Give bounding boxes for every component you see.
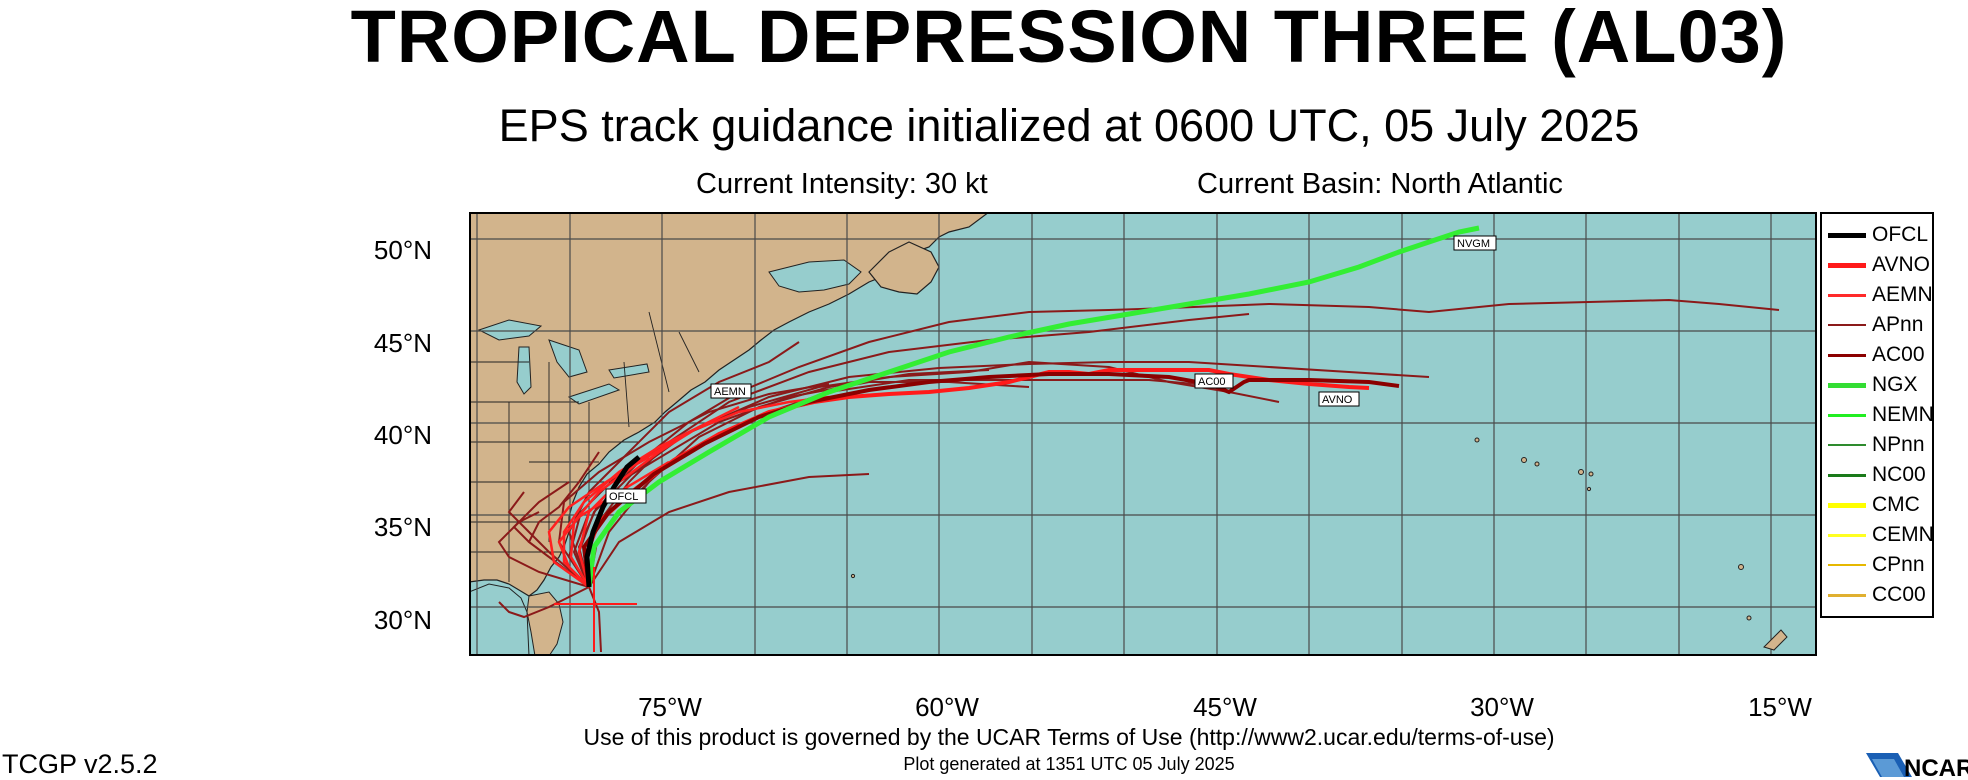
legend-swatch bbox=[1828, 262, 1866, 268]
lake-huron bbox=[548, 339, 588, 378]
lake-ontario bbox=[608, 363, 650, 379]
legend-label: AEMN bbox=[1872, 283, 1933, 306]
legend-label: AVNO bbox=[1872, 253, 1930, 276]
track-map: NVGM AC00 AVNO AEMN OFCL bbox=[469, 212, 1817, 656]
lon-label-75w: 75°W bbox=[638, 692, 702, 722]
legend-swatch bbox=[1828, 593, 1866, 597]
legend-item: NC00 bbox=[1828, 462, 1926, 488]
legend-swatch bbox=[1828, 564, 1866, 566]
legend-item: OFCL bbox=[1828, 222, 1928, 248]
legend-label: NGX bbox=[1872, 373, 1918, 396]
legend-item: CC00 bbox=[1828, 582, 1926, 608]
svg-text:NCAR: NCAR bbox=[1904, 755, 1968, 780]
svg-text:OFCL: OFCL bbox=[609, 491, 638, 503]
map-subtitle: EPS track guidance initialized at 0600 U… bbox=[498, 100, 1640, 151]
legend-swatch bbox=[1828, 444, 1866, 446]
lon-label-60w: 60°W bbox=[915, 692, 979, 722]
legend-label: CMC bbox=[1872, 493, 1920, 516]
gulf-of-mexico bbox=[469, 583, 530, 656]
legend-swatch bbox=[1828, 324, 1866, 326]
track-label-aemn: AEMN bbox=[710, 383, 752, 399]
track-label-ac00: AC00 bbox=[1194, 373, 1234, 389]
ncar-logo: NCAR bbox=[1866, 753, 1968, 780]
svg-text:NVGM: NVGM bbox=[1457, 238, 1490, 250]
track-label-ofcl: OFCL bbox=[605, 488, 647, 504]
lat-label-35n: 35°N bbox=[373, 512, 432, 542]
legend-item: NEMN bbox=[1828, 402, 1934, 428]
legend-swatch bbox=[1828, 232, 1866, 238]
legend-label: NPnn bbox=[1872, 433, 1925, 456]
legend-label: CEMN bbox=[1872, 523, 1934, 546]
state-boundaries bbox=[469, 311, 700, 582]
svg-text:AEMN: AEMN bbox=[714, 386, 746, 398]
terms-of-use: Use of this product is governed by the U… bbox=[583, 724, 1555, 750]
plot-generated-time: Plot generated at 1351 UTC 05 July 2025 bbox=[903, 754, 1235, 774]
svg-text:AC00: AC00 bbox=[1198, 376, 1226, 388]
legend-swatch bbox=[1828, 533, 1866, 537]
legend-item: AEMN bbox=[1828, 282, 1933, 308]
track-label-avno: AVNO bbox=[1318, 391, 1360, 407]
legend: OFCL AVNO AEMN APnn AC00 NGX NEMN NPnn N… bbox=[1820, 212, 1934, 618]
lat-label-40n: 40°N bbox=[373, 420, 432, 450]
lon-label-30w: 30°W bbox=[1470, 692, 1534, 722]
lat-label-30n: 30°N bbox=[373, 605, 432, 635]
legend-label: APnn bbox=[1872, 313, 1924, 336]
legend-swatch bbox=[1828, 502, 1866, 508]
legend-item: APnn bbox=[1828, 312, 1923, 338]
legend-item: AVNO bbox=[1828, 252, 1930, 278]
legend-swatch bbox=[1828, 382, 1866, 388]
current-basin: Current Basin: North Atlantic bbox=[1197, 168, 1563, 200]
ofcl-track bbox=[584, 455, 641, 588]
lon-label-15w: 15°W bbox=[1748, 692, 1812, 722]
ac00-track bbox=[581, 372, 1400, 588]
lake-michigan bbox=[516, 346, 532, 395]
legend-swatch bbox=[1828, 473, 1866, 477]
svg-text:AVNO: AVNO bbox=[1322, 394, 1353, 406]
land-newfoundland bbox=[868, 241, 940, 295]
ngx-track bbox=[586, 225, 1480, 588]
land-florida bbox=[526, 591, 564, 656]
initial-position-marker bbox=[554, 567, 637, 652]
map-title: TROPICAL DEPRESSION THREE (AL03) bbox=[350, 0, 1788, 78]
current-intensity: Current Intensity: 30 kt bbox=[696, 168, 988, 200]
legend-swatch bbox=[1828, 353, 1866, 357]
lon-label-45w: 45°W bbox=[1193, 692, 1257, 722]
legend-swatch bbox=[1828, 413, 1866, 417]
legend-label: AC00 bbox=[1872, 343, 1925, 366]
islands bbox=[850, 437, 1788, 651]
legend-label: NC00 bbox=[1872, 463, 1926, 486]
legend-item: CEMN bbox=[1828, 522, 1934, 548]
lat-label-45n: 45°N bbox=[373, 328, 432, 358]
gulf-st-lawrence bbox=[768, 259, 862, 293]
legend-item: AC00 bbox=[1828, 342, 1925, 368]
lat-label-50n: 50°N bbox=[373, 235, 432, 265]
legend-label: CPnn bbox=[1872, 553, 1925, 576]
legend-label: CC00 bbox=[1872, 583, 1926, 606]
track-label-nvgm: NVGM bbox=[1453, 235, 1497, 251]
legend-item: CPnn bbox=[1828, 552, 1925, 578]
legend-item: NPnn bbox=[1828, 432, 1925, 458]
graticule bbox=[469, 212, 1817, 656]
legend-label: NEMN bbox=[1872, 403, 1934, 426]
legend-swatch bbox=[1828, 293, 1866, 297]
legend-item: CMC bbox=[1828, 492, 1920, 518]
legend-item: NGX bbox=[1828, 372, 1918, 398]
version-label: TCGP v2.5.2 bbox=[2, 749, 158, 779]
legend-label: OFCL bbox=[1872, 223, 1929, 246]
